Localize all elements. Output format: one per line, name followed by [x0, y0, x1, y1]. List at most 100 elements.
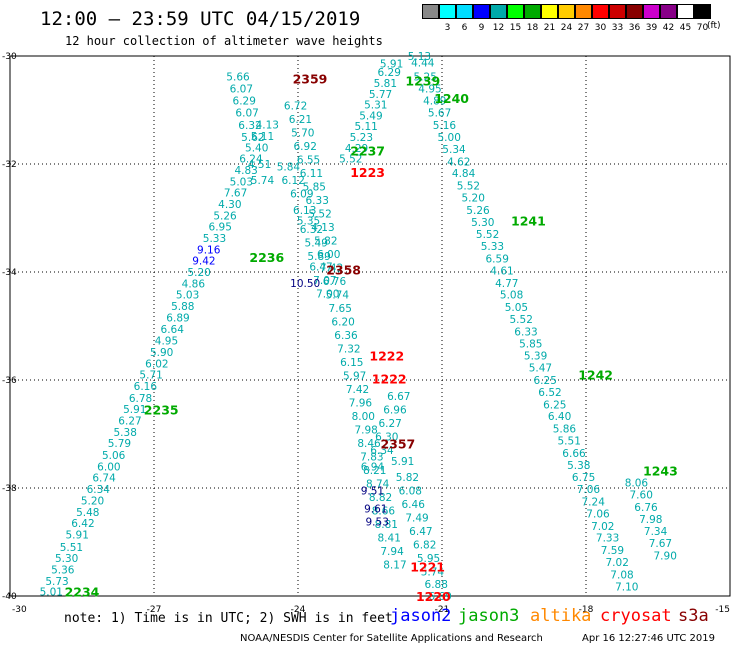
color-scale-swatch — [558, 4, 575, 19]
color-scale-label: 9 — [478, 23, 485, 33]
y-tick-label: -40 — [2, 592, 17, 602]
swh-value: 6.36 — [334, 330, 358, 342]
swh-value: 5.01 — [40, 587, 63, 599]
swh-value: 10.50 — [290, 278, 320, 290]
swh-value: 6.34 — [370, 445, 394, 457]
swh-value: 8.17 — [383, 560, 406, 572]
swh-value: 5.33 — [481, 241, 504, 253]
swh-value: 7.10 — [615, 581, 638, 593]
swh-value: 6.08 — [399, 486, 422, 498]
swh-value: 4.86 — [182, 278, 206, 290]
pass-time-label: 1222 — [372, 371, 407, 386]
swh-value: 5.82 — [396, 472, 419, 484]
swh-value: 5.26 — [466, 205, 490, 217]
swh-value: 6.46 — [402, 499, 426, 511]
color-scale-swatch — [507, 4, 524, 19]
swh-value: 5.91 — [66, 529, 89, 541]
swh-value: 5.82 — [314, 236, 337, 248]
pass-time-label: 2357 — [380, 437, 415, 452]
swh-value: 5.81 — [374, 78, 397, 90]
swh-value: 5.52 — [476, 229, 499, 241]
swh-value: 6.52 — [538, 387, 561, 399]
swh-value: 5.90 — [150, 347, 173, 359]
swh-value: 8.21 — [363, 465, 386, 477]
pass-time-label: 1220 — [416, 589, 451, 604]
swh-value: 6.74 — [92, 473, 116, 485]
swh-value: 7.24 — [582, 497, 606, 509]
pass-time-label: 2358 — [326, 262, 361, 277]
color-scale-swatch — [473, 4, 490, 19]
pass-time-label: 2237 — [350, 144, 385, 159]
swh-value: 7.90 — [654, 551, 677, 563]
plot-frame — [9, 55, 731, 597]
color-scale-swatch — [677, 4, 694, 19]
swh-value: 8.82 — [369, 492, 392, 504]
y-tick-label: -36 — [2, 376, 17, 386]
x-tick-label: -21 — [435, 605, 450, 615]
swh-value: 5.85 — [519, 338, 542, 350]
chart-title: 12:00 – 23:59 UTC 04/15/2019 — [40, 8, 361, 30]
swh-value: 6.29 — [233, 95, 256, 107]
pass-time-label: 1242 — [578, 368, 613, 383]
legend-s3a: s3a — [678, 606, 709, 626]
swh-value: 6.27 — [118, 416, 141, 428]
swh-value: 5.91 — [391, 456, 414, 468]
x-tick-label: -27 — [147, 605, 162, 615]
color-scale-label: 3 — [444, 23, 451, 33]
swh-value: 5.13 — [408, 51, 431, 63]
swh-value: 6.76 — [634, 502, 658, 514]
color-scale-units: (ft) — [707, 21, 721, 31]
color-scale-label: 39 — [645, 23, 658, 33]
swh-value: 5.52 — [457, 181, 480, 193]
color-scale-swatch — [456, 4, 473, 19]
swh-value: 5.89 — [307, 251, 330, 263]
swh-value: 6.64 — [161, 324, 185, 336]
swh-value: 7.33 — [596, 533, 619, 545]
swh-value: 5.11 — [251, 131, 274, 143]
swh-value: 7.98 — [639, 514, 662, 526]
swh-value: 5.36 — [51, 565, 75, 577]
color-scale-label: 33 — [611, 23, 624, 33]
swh-value: 5.91 — [380, 59, 403, 71]
color-scale-swatch — [490, 4, 507, 19]
swh-value: 6.76 — [323, 276, 347, 288]
swh-value: 5.66 — [226, 72, 250, 84]
swh-value: 5.85 — [303, 182, 326, 194]
swh-value: 7.59 — [601, 545, 624, 557]
color-scale-label: 6 — [461, 23, 468, 33]
pass-time-label: 1223 — [350, 165, 385, 180]
color-scale-label: 42 — [662, 23, 675, 33]
color-scale-label: 21 — [543, 23, 556, 33]
swh-value: 7.00 — [316, 289, 339, 301]
pass-time-label: 2359 — [293, 72, 328, 87]
swh-value: 5.51 — [558, 435, 581, 447]
swh-value: 7.42 — [346, 384, 369, 396]
legend-jason3: jason3 — [458, 606, 520, 626]
swh-value: 4.95 — [418, 83, 441, 95]
swh-value: 5.03 — [230, 176, 253, 188]
swh-value: 6.89 — [166, 312, 189, 324]
swh-value: 6.75 — [572, 472, 595, 484]
swh-value: 6.82 — [413, 540, 436, 552]
swh-value: 6.34 — [87, 484, 111, 496]
pass-time-label: 1221 — [410, 559, 445, 574]
swh-value: 5.30 — [471, 217, 494, 229]
swh-value: 5.25 — [414, 72, 437, 84]
swh-value: 6.30 — [375, 432, 398, 444]
pass-time-label: 1240 — [434, 91, 469, 106]
swh-value: 6.33 — [514, 326, 537, 338]
swh-value: 6.21 — [289, 114, 312, 126]
swh-value: 5.40 — [245, 142, 268, 154]
y-tick-label: -34 — [2, 268, 17, 278]
swh-value: 4.95 — [155, 336, 178, 348]
swh-value: 7.02 — [591, 521, 614, 533]
swh-value: 6.78 — [129, 393, 152, 405]
swh-value: 7.94 — [380, 546, 404, 558]
pass-time-label: 1239 — [405, 73, 440, 88]
swh-value: 6.25 — [543, 399, 566, 411]
swh-value: 9.61 — [364, 504, 387, 516]
color-scale-swatch — [575, 4, 592, 19]
swh-value: 5.97 — [343, 371, 366, 383]
swh-value: 5.38 — [114, 427, 137, 439]
swh-value: 7.98 — [354, 425, 377, 437]
